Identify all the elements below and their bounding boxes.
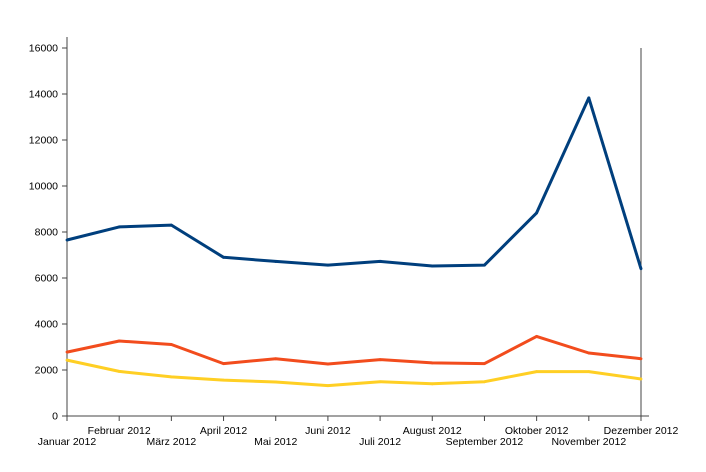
y-tick-label: 0	[52, 411, 58, 423]
x-tick-label: Januar 2012	[38, 436, 97, 448]
y-tick-label: 2000	[35, 365, 59, 377]
data-point-series-1	[378, 260, 382, 263]
data-point-series-2	[587, 351, 591, 355]
data-point-series-1	[535, 211, 539, 215]
x-tick-label: November 2012	[551, 436, 626, 448]
data-point-series-1	[65, 238, 69, 242]
x-tick-label: August 2012	[403, 425, 462, 437]
data-point-series-3	[639, 377, 643, 381]
y-tick-label: 8000	[35, 227, 59, 239]
x-tick-label: März 2012	[147, 436, 197, 448]
series-line-3	[66, 358, 642, 388]
data-point-series-1	[483, 263, 486, 267]
data-point-series-3	[222, 378, 225, 382]
data-point-series-3	[65, 358, 69, 362]
data-point-series-1	[326, 263, 330, 267]
y-axis: 0 2000 4000 6000 8000 10000 12000 14000 16000	[29, 37, 68, 423]
x-tick-label: Dezember 2012	[604, 425, 679, 437]
data-point-series-3	[483, 380, 486, 384]
data-point-series-3	[274, 380, 278, 384]
data-point-series-3	[169, 375, 173, 379]
x-tick-label: Mai 2012	[254, 436, 297, 448]
data-point-series-1	[430, 264, 434, 268]
data-point-series-2	[65, 350, 69, 354]
data-point-series-3	[326, 384, 330, 388]
x-tick-label: April 2012	[200, 425, 247, 437]
data-point-series-3	[587, 370, 591, 374]
series-line-2	[66, 334, 642, 366]
data-point-series-3	[535, 370, 539, 374]
y-tick-label: 16000	[29, 43, 58, 55]
data-point-series-2	[483, 362, 486, 365]
data-point-series-2	[326, 362, 330, 366]
data-point-series-1	[169, 223, 173, 227]
data-point-series-2	[378, 358, 382, 362]
data-point-series-1	[587, 96, 591, 100]
y-tick-label: 12000	[29, 135, 58, 147]
data-point-series-2	[430, 361, 434, 365]
data-point-series-1	[222, 255, 225, 259]
y-tick-label: 4000	[35, 319, 59, 331]
y-tick-label: 10000	[29, 181, 58, 193]
x-tick-label: Februar 2012	[88, 425, 151, 437]
y-tick-label: 6000	[35, 273, 59, 285]
x-tick-label: September 2012	[446, 436, 524, 448]
data-point-series-2	[222, 362, 225, 365]
x-tick-label: Juli 2012	[359, 436, 401, 448]
data-point-series-1	[274, 260, 278, 263]
series-layer	[65, 96, 643, 388]
data-point-series-2	[117, 339, 121, 343]
y-tick-label: 14000	[29, 89, 58, 101]
data-point-series-1	[639, 267, 643, 271]
data-point-series-3	[117, 369, 121, 373]
data-point-series-3	[430, 382, 434, 386]
data-point-series-2	[169, 343, 173, 346]
data-point-series-3	[378, 380, 382, 384]
data-point-series-2	[535, 335, 539, 338]
data-point-series-2	[274, 357, 278, 361]
data-point-series-1	[117, 225, 121, 229]
data-point-series-2	[639, 357, 643, 361]
x-tick-label: Juni 2012	[305, 425, 351, 437]
x-tick-label: Oktober 2012	[505, 425, 569, 437]
series-line-1	[66, 96, 643, 270]
